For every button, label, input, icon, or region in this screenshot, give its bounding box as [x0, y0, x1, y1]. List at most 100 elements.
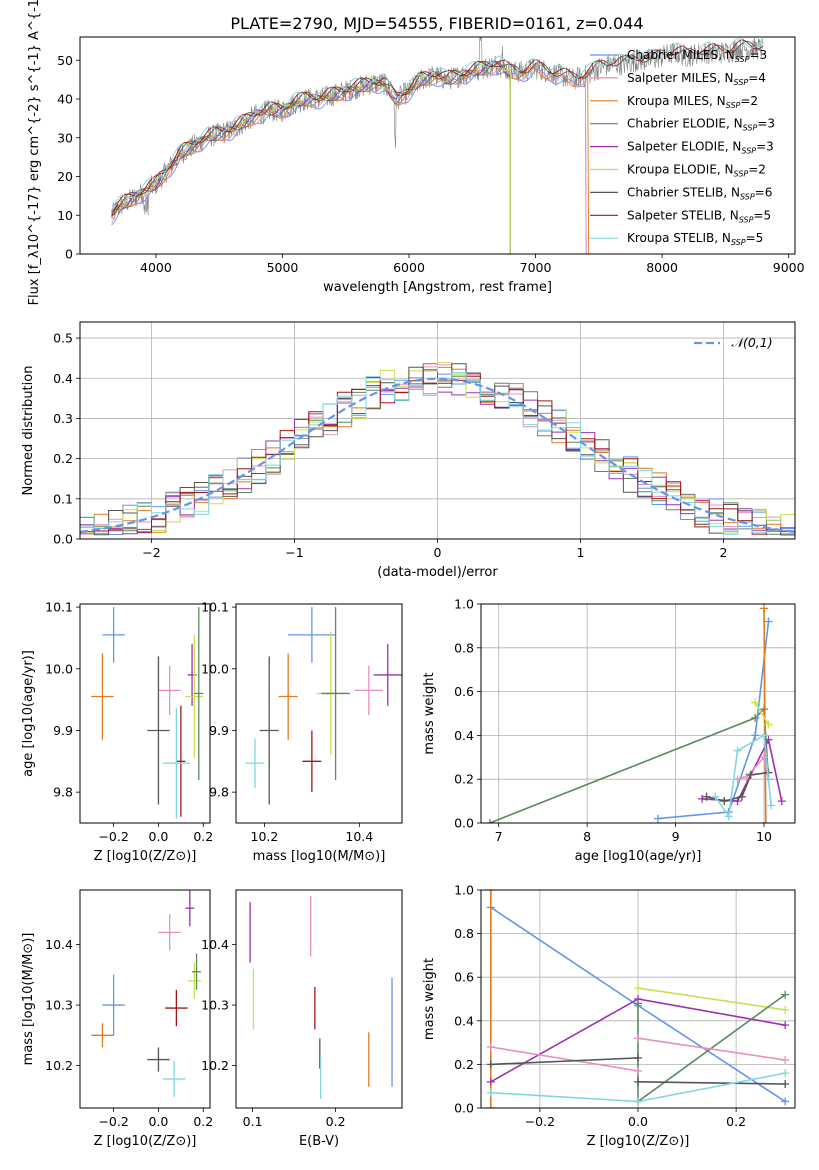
legend-entry: Kroupa ELODIE, NSSP=2	[627, 163, 766, 179]
z_weight-axes: −0.2 0.0 0.2 0.0 0.2 0.4 0.6 0.8 1.0 Z [log10(Z/Z…	[422, 883, 796, 1149]
age_weight-plot-area	[485, 604, 786, 823]
z_weight-point-marker	[781, 1056, 790, 1065]
legend-entry: Chabrier STELIB, NSSP=6	[627, 185, 772, 201]
age_weight-series-line	[763, 608, 767, 823]
z_weight-series-line	[490, 1057, 639, 1066]
spectrum-ytick-label: 50	[57, 53, 73, 68]
age_weight-ytick-label: 0.2	[454, 772, 474, 787]
z_mass-ytick-label: 10.4	[45, 937, 73, 952]
spectrum-ylabel: Flux [f_λ10^{-17} erg cm^{-2} s^{-1} A^{…	[27, 0, 42, 305]
residuals-ylabel: Normed distribution	[21, 366, 36, 496]
age_weight-ylabel: mass weight	[422, 672, 437, 754]
z_mass-plot-area	[91, 890, 202, 1098]
z_weight-series-line	[637, 1037, 786, 1061]
age_weight-ytick-label: 1.0	[454, 597, 474, 612]
age_weight-point-marker	[764, 735, 773, 744]
age_weight-point-marker	[751, 731, 760, 740]
spectrum-model-line	[111, 40, 764, 217]
age_weight-ytick-label: 0.6	[454, 684, 474, 699]
z_weight-point-marker	[486, 1104, 495, 1108]
z_age-frame	[79, 603, 211, 824]
legend-entry: Salpeter MILES, NSSP=4	[627, 71, 766, 87]
age_weight-point-marker	[751, 698, 760, 707]
z_weight-ytick-label: 0.8	[454, 926, 474, 941]
age_weight-point-marker	[746, 770, 755, 779]
residuals-ytick-label: 0.4	[53, 371, 73, 386]
spectrum-ytick-label: 0	[65, 247, 73, 262]
residuals-xtick-label: 0	[434, 545, 442, 560]
age_weight-point-marker	[724, 812, 733, 821]
z_weight-point-marker	[486, 1042, 495, 1051]
spectrum-model-line	[111, 60, 511, 254]
legend-entry: Kroupa MILES, NSSP=2	[627, 94, 758, 110]
age_weight-series-line	[489, 707, 770, 823]
spectrum-frame	[79, 36, 796, 255]
ebv_mass-plot-area	[249, 896, 393, 1099]
z_weight-xtick-label: −0.2	[525, 1114, 555, 1129]
z_weight-plot-area	[486, 890, 790, 1108]
z_weight-series-line	[490, 1046, 639, 1072]
z_age-ytick-label: 10.1	[45, 600, 73, 615]
z_age-ytick-label: 10.0	[45, 661, 73, 676]
gaussian-curve	[80, 377, 795, 534]
ebv_mass-xtick-label: 0.2	[326, 1114, 346, 1129]
mass_age-ytick-label: 9.8	[209, 785, 229, 800]
spectrum-xtick-label: 4000	[140, 260, 172, 275]
legend-entry: 𝒩(0,1)	[731, 335, 773, 350]
z_weight-xtick-label: 0.2	[726, 1114, 746, 1129]
residuals-plot-area	[80, 362, 795, 536]
z_age-axes: −0.2 0.0 0.2 9.8 9.9 10.0 10.1 Z [log10(Z/Z⊙)] a…	[21, 600, 213, 864]
age_weight-point-marker	[767, 801, 776, 810]
residuals-xtick-label: −1	[285, 545, 303, 560]
z_weight-xtick-label: 0.0	[628, 1114, 648, 1129]
z_weight-point-marker	[486, 1077, 495, 1086]
spectrum-xlabel: wavelength [Angstrom, rest frame]	[323, 280, 552, 295]
ebv_mass-frame	[235, 889, 403, 1109]
legend-entry: Kroupa STELIB, NSSP=5	[627, 231, 763, 247]
mass_age-ytick-label: 10.0	[201, 661, 229, 676]
age_weight-frame	[480, 603, 796, 824]
z_weight-series-line	[637, 1081, 786, 1085]
spectrum-model-line	[111, 69, 587, 254]
z_weight-ytick-label: 0.4	[454, 1013, 474, 1028]
age_weight-ytick-label: 0.4	[454, 728, 474, 743]
age_weight-point-marker	[702, 792, 711, 801]
mass_age-xtick-label: 10.2	[251, 829, 279, 844]
residuals-ytick-label: 0.3	[53, 411, 73, 426]
z_weight-point-marker	[781, 1005, 790, 1014]
z_mass-frame	[79, 889, 211, 1109]
z_weight-point-marker	[781, 1080, 790, 1089]
z_age-ytick-label: 9.8	[53, 785, 73, 800]
age_weight-point-marker	[742, 773, 751, 782]
z_weight-ytick-label: 0.0	[454, 1101, 474, 1116]
z_weight-point-marker	[486, 1060, 495, 1069]
ebv_mass-axes: 0.1 0.2 10.2 10.3 10.4 E(B-V)	[201, 889, 403, 1149]
age_weight-xtick-label: 7	[495, 829, 503, 844]
residuals-ytick-label: 0.5	[53, 331, 73, 346]
z_weight-point-marker	[634, 1077, 642, 1086]
ebv_mass-ytick-label: 10.2	[201, 1058, 229, 1073]
z_mass-xtick-label: −0.2	[98, 1114, 128, 1129]
spectrum-model-line	[111, 60, 511, 254]
residuals-xtick-label: −2	[142, 545, 160, 560]
z_weight-frame	[480, 889, 796, 1109]
mass_age-ytick-label: 9.9	[209, 723, 229, 738]
z_weight-ytick-label: 1.0	[454, 883, 474, 898]
residuals-ytick-label: 0.0	[53, 532, 73, 547]
spectrum-legend: Chabrier MILES, NSSP=3 Salpeter MILES, NS…	[590, 48, 775, 247]
residuals-xtick-label: 2	[720, 545, 728, 560]
z_weight-point-marker	[781, 990, 790, 999]
z_mass-xlabel: Z [log10(Z/Z⊙)]	[94, 1134, 197, 1149]
age_weight-point-marker	[764, 720, 773, 729]
age_weight-point-marker	[737, 792, 746, 801]
z_weight-point-marker	[781, 1069, 790, 1078]
age_weight-series-line	[657, 621, 770, 820]
z_weight-point-marker	[634, 1066, 642, 1075]
ebv_mass-ytick-label: 10.3	[201, 998, 229, 1013]
legend-entry: Salpeter ELODIE, NSSP=3	[627, 140, 774, 156]
age_weight-xtick-label: 8	[583, 829, 591, 844]
age_weight-xlabel: age [log10(age/yr)]	[575, 849, 702, 864]
age_weight-xtick-label: 9	[672, 829, 680, 844]
z_weight-point-marker	[634, 1034, 642, 1043]
spectrum-ytick-label: 10	[57, 208, 73, 223]
